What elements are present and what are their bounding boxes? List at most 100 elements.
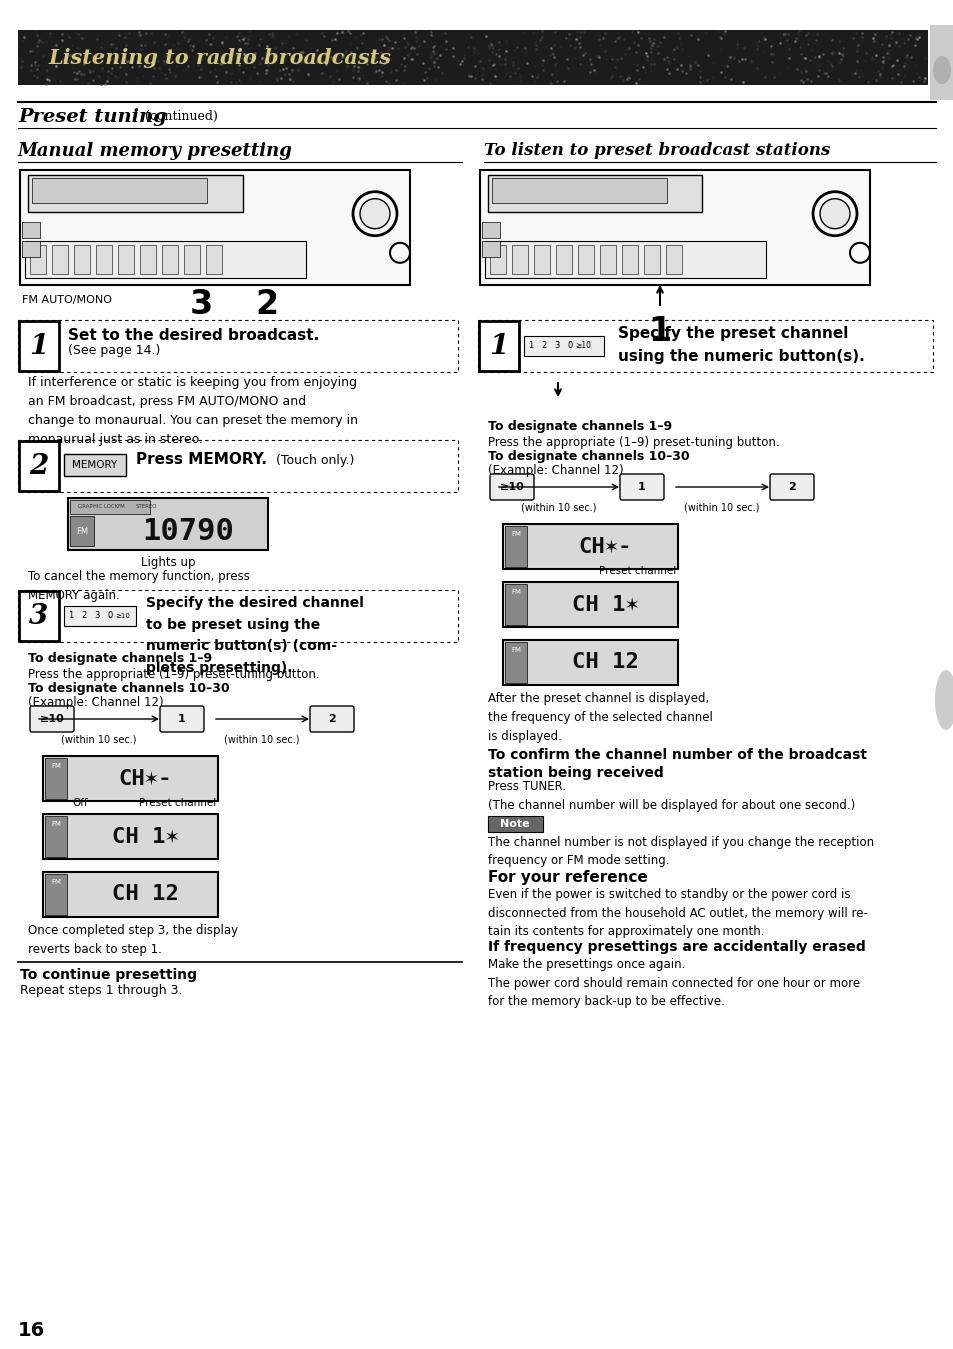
Text: CH✶-: CH✶-	[578, 537, 631, 557]
Text: Press the appropriate (1–9) preset-tuning button.: Press the appropriate (1–9) preset-tunin…	[488, 436, 779, 449]
Bar	[534, 244, 550, 274]
Text: CH✶-: CH✶-	[118, 769, 172, 789]
Text: (continued): (continued)	[145, 111, 217, 123]
Bar	[70, 517, 94, 546]
Text: To designate channels 1–9: To designate channels 1–9	[488, 420, 672, 433]
Text: To designate channels 10–30: To designate channels 10–30	[488, 451, 689, 463]
Bar	[504, 526, 526, 567]
Bar	[43, 755, 218, 801]
Text: (within 10 sec.): (within 10 sec.)	[61, 734, 136, 745]
Text: 1: 1	[648, 316, 671, 348]
Text: 10790: 10790	[142, 518, 233, 546]
Text: FM: FM	[511, 648, 520, 653]
Text: (Example: Channel 12): (Example: Channel 12)	[28, 696, 164, 710]
Text: To listen to preset broadcast stations: To listen to preset broadcast stations	[483, 142, 829, 159]
Bar	[45, 874, 67, 915]
Bar	[25, 241, 306, 278]
Text: 3: 3	[30, 603, 49, 630]
Text: 3: 3	[554, 341, 559, 351]
Text: Preset tuning: Preset tuning	[18, 108, 167, 125]
Text: Make the presettings once again.
The power cord should remain connected for one : Make the presettings once again. The pow…	[488, 958, 860, 1008]
Text: (within 10 sec.): (within 10 sec.)	[224, 734, 299, 745]
Text: CH 1✶: CH 1✶	[112, 827, 178, 847]
Text: FM: FM	[511, 590, 520, 595]
Text: STEREO: STEREO	[136, 505, 157, 510]
Text: The channel number is not displayed if you change the reception
frequency or FM : The channel number is not displayed if y…	[488, 836, 873, 867]
Text: 3: 3	[94, 611, 99, 621]
Text: FM: FM	[511, 532, 520, 537]
Text: (within 10 sec.): (within 10 sec.)	[683, 502, 759, 513]
Bar	[502, 639, 678, 685]
Text: Repeat steps 1 through 3.: Repeat steps 1 through 3.	[20, 983, 182, 997]
Bar	[64, 606, 136, 626]
Text: (See page 14.): (See page 14.)	[68, 344, 160, 357]
Bar	[578, 244, 594, 274]
Bar	[52, 244, 68, 274]
Text: To designate channels 10–30: To designate channels 10–30	[28, 683, 230, 695]
Bar	[556, 244, 572, 274]
Text: CH 1✶: CH 1✶	[571, 595, 638, 615]
Bar	[490, 244, 505, 274]
Bar	[184, 244, 200, 274]
Text: ≥10: ≥10	[40, 714, 64, 724]
Bar	[481, 241, 499, 258]
Text: (Touch only.): (Touch only.)	[275, 455, 354, 467]
Text: FM: FM	[51, 822, 61, 827]
Text: 3: 3	[190, 287, 213, 321]
Text: To cancel the memory function, press
MEMORY again.: To cancel the memory function, press MEM…	[28, 571, 250, 602]
Circle shape	[359, 198, 390, 229]
Bar	[488, 175, 701, 212]
Text: 2: 2	[254, 287, 278, 321]
Text: To confirm the channel number of the broadcast
station being received: To confirm the channel number of the bro…	[488, 747, 866, 781]
Text: Listening to radio broadcasts: Listening to radio broadcasts	[48, 47, 391, 67]
Bar	[481, 221, 499, 237]
FancyBboxPatch shape	[769, 473, 813, 500]
Text: 2: 2	[328, 714, 335, 724]
Bar	[504, 584, 526, 625]
Text: (Example: Channel 12): (Example: Channel 12)	[488, 464, 623, 478]
Text: 2: 2	[30, 452, 49, 479]
Text: 1: 1	[528, 341, 533, 351]
Text: Press TUNER.
(The channel number will be displayed for about one second.): Press TUNER. (The channel number will be…	[488, 780, 854, 812]
Bar	[43, 871, 218, 917]
Text: Note: Note	[499, 819, 529, 830]
Text: 1: 1	[69, 611, 73, 621]
Bar	[140, 244, 156, 274]
Text: Even if the power is switched to standby or the power cord is
disconnected from : Even if the power is switched to standby…	[488, 888, 867, 938]
Ellipse shape	[932, 57, 950, 84]
Text: Press MEMORY.: Press MEMORY.	[136, 452, 267, 467]
Text: Specify the desired channel
to be preset using the
numeric button(s) (com-
plete: Specify the desired channel to be preset…	[146, 596, 363, 674]
Bar	[64, 455, 126, 476]
Text: FM AUTO/MONO: FM AUTO/MONO	[22, 295, 112, 305]
Bar	[74, 244, 90, 274]
Bar	[70, 500, 150, 514]
Text: ≥10: ≥10	[499, 482, 524, 492]
Text: FM: FM	[76, 526, 88, 536]
Text: To continue presetting: To continue presetting	[20, 969, 196, 982]
Text: GRAPHIC LOCK: GRAPHIC LOCK	[78, 505, 118, 510]
Bar	[643, 244, 659, 274]
Bar	[22, 221, 40, 237]
Bar	[478, 321, 518, 371]
Bar	[599, 244, 616, 274]
Text: FM: FM	[118, 505, 126, 510]
Text: FM: FM	[51, 880, 61, 885]
Bar	[512, 244, 527, 274]
Text: 2: 2	[81, 611, 87, 621]
Text: 0: 0	[567, 341, 572, 351]
Bar	[18, 590, 457, 642]
Text: CH 12: CH 12	[571, 653, 638, 673]
FancyBboxPatch shape	[619, 473, 663, 500]
Bar	[488, 816, 542, 832]
Text: If interference or static is keeping you from enjoying
an FM broadcast, press FM: If interference or static is keeping you…	[28, 376, 357, 447]
Bar	[18, 30, 927, 85]
Text: 1: 1	[489, 332, 508, 359]
Text: Preset channel: Preset channel	[139, 799, 216, 808]
Bar	[479, 170, 869, 285]
Text: FM: FM	[51, 764, 61, 769]
Bar	[19, 441, 59, 491]
Text: 1: 1	[638, 482, 645, 492]
Bar	[118, 244, 133, 274]
Bar	[162, 244, 178, 274]
Text: 0: 0	[108, 611, 112, 621]
